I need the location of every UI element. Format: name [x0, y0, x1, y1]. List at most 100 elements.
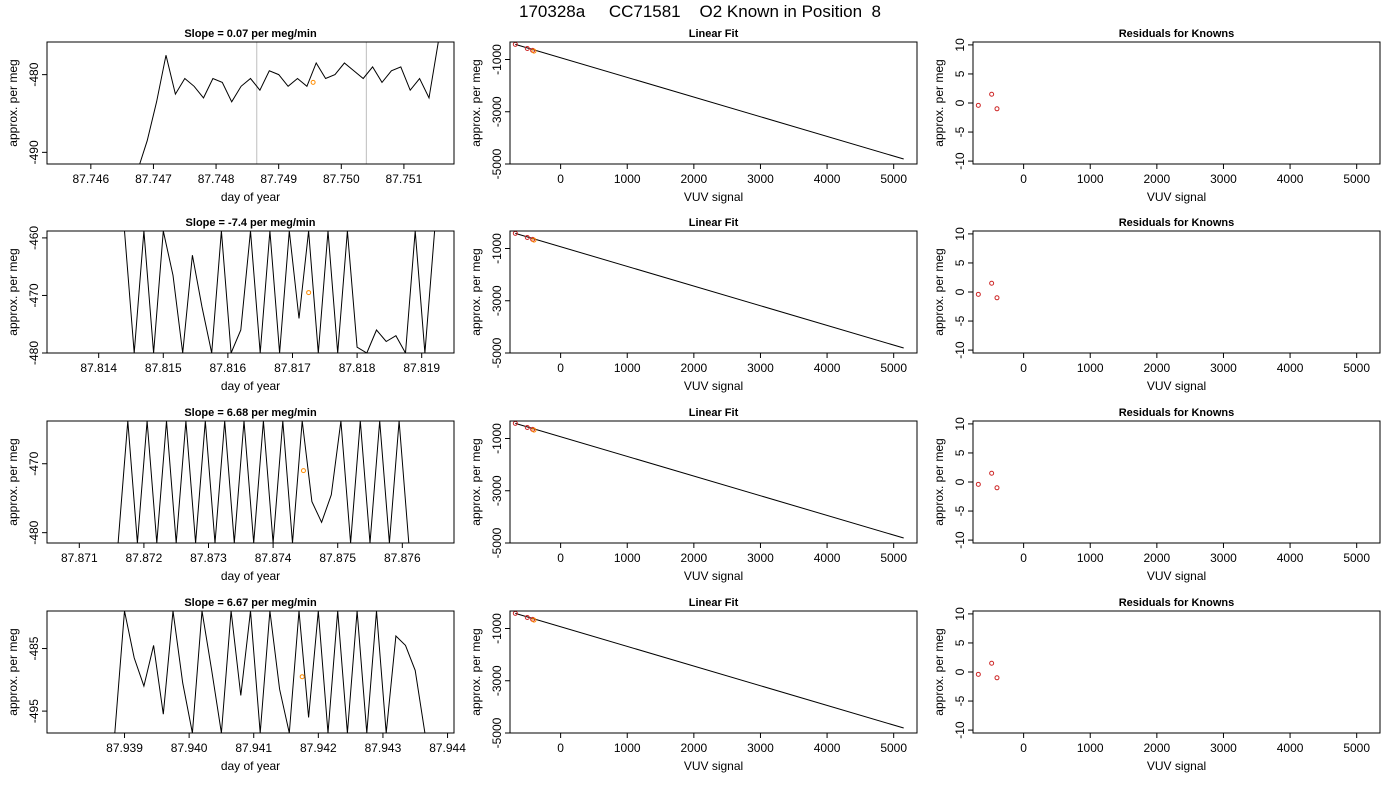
y-tick-label: -5000 — [490, 148, 504, 179]
x-axis-label: VUV signal — [684, 759, 743, 773]
x-tick-label: 4000 — [814, 551, 841, 565]
known-point — [994, 295, 1000, 301]
fit-line — [515, 43, 904, 160]
x-tick-label: 4000 — [1277, 551, 1304, 565]
x-tick-label: 0 — [1020, 551, 1027, 565]
y-tick-label: -460 — [27, 226, 41, 250]
x-tick-label: 87.747 — [135, 172, 172, 186]
x-axis-label: VUV signal — [1147, 379, 1206, 393]
chart-panel: Slope = 6.67 per meg/min 87.939 87.940 87.9… — [6, 597, 466, 773]
panel-title: Residuals for Knowns — [1119, 217, 1235, 229]
y-axis-label: approx. per meg — [6, 59, 20, 146]
plot-frame — [509, 230, 918, 354]
y-tick-label: -5000 — [490, 337, 504, 368]
y-tick-label: -3000 — [490, 665, 504, 696]
plot-frame — [46, 230, 455, 354]
x-tick-label: 4000 — [1277, 361, 1304, 375]
y-tick-label: -5 — [953, 695, 967, 706]
known-point — [524, 425, 530, 431]
x-tick-label: 87.873 — [190, 551, 227, 565]
x-axis-label: day of year — [221, 569, 280, 583]
y-axis-label: approx. per meg — [932, 59, 946, 146]
plot-frame — [509, 610, 918, 734]
x-tick-label: 2000 — [1143, 551, 1170, 565]
known-point — [524, 235, 530, 241]
x-tick-label: 87.874 — [255, 551, 292, 565]
known-point — [989, 470, 995, 476]
chart-panel: Residuals for Knowns 0 1000 2000 3000 4000 500… — [932, 597, 1381, 773]
page-title: 170328a CC71581 O2 Known in Position 8 — [519, 2, 881, 21]
x-tick-label: 87.819 — [403, 361, 440, 375]
panel-title: Linear Fit — [689, 407, 739, 419]
y-tick-label: -485 — [27, 636, 41, 660]
y-tick-label: -5 — [953, 505, 967, 516]
x-tick-label: 5000 — [1343, 741, 1370, 755]
highlight-point — [300, 468, 306, 474]
x-tick-label: 87.748 — [198, 172, 235, 186]
y-tick-label: 0 — [953, 478, 967, 485]
x-tick-label: 87.944 — [429, 741, 466, 755]
x-axis-label: day of year — [221, 759, 280, 773]
x-axis-label: day of year — [221, 379, 280, 393]
y-axis-label: approx. per meg — [469, 248, 483, 335]
panel-title: Residuals for Knowns — [1119, 28, 1235, 40]
known-point — [524, 46, 530, 52]
x-tick-label: 5000 — [880, 172, 907, 186]
y-tick-label: -480 — [27, 520, 41, 544]
y-axis-label: approx. per meg — [469, 628, 483, 715]
y-tick-label: 10 — [953, 607, 967, 621]
x-axis-label: VUV signal — [684, 379, 743, 393]
known-point — [975, 291, 981, 297]
x-tick-label: 2000 — [1143, 172, 1170, 186]
highlight-point — [531, 237, 537, 243]
data-series-line — [117, 421, 410, 543]
x-tick-label: 87.749 — [260, 172, 297, 186]
highlight-point — [531, 427, 537, 433]
fit-line — [515, 422, 904, 539]
panel-title: Linear Fit — [689, 217, 739, 229]
highlight-point — [531, 48, 537, 54]
known-point — [975, 671, 981, 677]
x-tick-label: 2000 — [680, 741, 707, 755]
x-tick-label: 0 — [557, 172, 564, 186]
x-tick-label: 87.871 — [61, 551, 98, 565]
chart-panel: Slope = -7.4 per meg/min 87.814 87.815 87.8… — [6, 217, 455, 393]
x-tick-label: 5000 — [1343, 361, 1370, 375]
known-point — [524, 615, 530, 621]
x-tick-label: 1000 — [1077, 551, 1104, 565]
panel-title: Slope = 6.67 per meg/min — [184, 597, 317, 609]
x-tick-label: 2000 — [1143, 361, 1170, 375]
x-tick-label: 87.816 — [210, 361, 247, 375]
panel-title: Residuals for Knowns — [1119, 407, 1235, 419]
y-tick-label: -10 — [953, 721, 967, 739]
x-tick-label: 87.942 — [300, 741, 337, 755]
y-axis-label: approx. per meg — [932, 438, 946, 525]
chart-panel: Residuals for Knowns 0 1000 2000 3000 4000 500… — [932, 407, 1381, 583]
x-tick-label: 87.746 — [72, 172, 109, 186]
x-tick-label: 2000 — [1143, 741, 1170, 755]
y-tick-label: -5000 — [490, 717, 504, 748]
x-tick-label: 87.875 — [319, 551, 356, 565]
plot-frame — [46, 420, 455, 544]
y-tick-label: 10 — [953, 227, 967, 241]
x-tick-label: 3000 — [1210, 172, 1237, 186]
data-series-line — [139, 42, 439, 164]
y-tick-label: -1000 — [490, 44, 504, 75]
panel-title: Slope = 6.68 per meg/min — [184, 407, 317, 419]
y-tick-label: -1000 — [490, 423, 504, 454]
x-tick-label: 1000 — [614, 551, 641, 565]
x-axis-label: VUV signal — [1147, 759, 1206, 773]
x-tick-label: 87.876 — [384, 551, 421, 565]
known-point — [989, 280, 995, 286]
x-tick-label: 87.818 — [339, 361, 376, 375]
x-tick-label: 4000 — [814, 172, 841, 186]
y-tick-label: 5 — [953, 449, 967, 456]
x-axis-label: VUV signal — [684, 190, 743, 204]
highlight-point — [310, 79, 316, 85]
plot-frame — [46, 41, 455, 165]
x-tick-label: 3000 — [747, 172, 774, 186]
x-tick-label: 1000 — [1077, 172, 1104, 186]
y-axis-label: approx. per meg — [6, 628, 20, 715]
known-point — [994, 485, 1000, 491]
